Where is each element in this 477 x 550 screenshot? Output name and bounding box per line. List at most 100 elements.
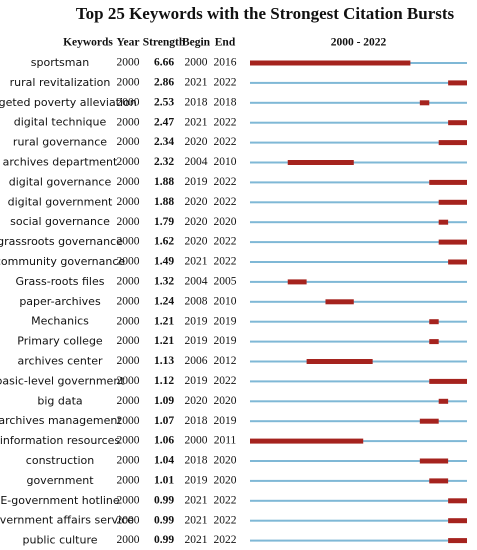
- year: 2000: [117, 355, 140, 367]
- strength: 2.53: [154, 96, 174, 108]
- year: 2000: [117, 196, 140, 208]
- keyword: rural revitalization: [10, 76, 111, 89]
- end: 2022: [214, 534, 237, 546]
- keyword: information resources: [0, 434, 120, 447]
- end: 2022: [214, 236, 237, 248]
- keyword: sportsman: [31, 56, 89, 69]
- keyword: rural governance: [13, 136, 107, 149]
- strength: 1.09: [154, 395, 174, 407]
- keyword: community governance: [0, 255, 125, 268]
- begin: 2000: [185, 57, 208, 69]
- strength: 1.24: [154, 295, 174, 307]
- timeline: [250, 400, 467, 403]
- burst-bar: [448, 120, 467, 126]
- end: 2022: [214, 196, 237, 208]
- end: 2019: [214, 335, 237, 347]
- keyword: targeted poverty alleviation: [0, 96, 137, 109]
- strength: 1.32: [154, 276, 174, 288]
- strength: 1.12: [154, 375, 174, 387]
- keyword: government affairs service: [0, 514, 134, 527]
- burst-bar: [429, 339, 439, 345]
- strength: 0.99: [154, 514, 174, 526]
- timeline: [250, 161, 467, 164]
- year: 2000: [117, 216, 140, 228]
- year: 2000: [117, 236, 140, 248]
- timeline: [250, 479, 467, 482]
- end: 2020: [214, 475, 237, 487]
- timeline: [250, 320, 467, 323]
- begin: 2021: [185, 256, 208, 268]
- end: 2020: [214, 216, 237, 228]
- keyword: Mechanics: [31, 315, 89, 328]
- burst-bar: [429, 179, 467, 185]
- burst-bar: [306, 359, 373, 364]
- timeline: [250, 380, 467, 383]
- column-header: Begin: [182, 37, 211, 49]
- begin: 2020: [185, 216, 208, 228]
- year: 2000: [117, 475, 140, 487]
- strength: 6.66: [154, 57, 174, 69]
- begin: 2018: [185, 455, 208, 467]
- begin: 2020: [185, 395, 208, 407]
- year: 2000: [117, 415, 140, 427]
- end: 2005: [214, 276, 237, 288]
- year: 2000: [117, 375, 140, 387]
- burst-bar: [448, 538, 467, 544]
- end: 2010: [214, 295, 237, 307]
- strength: 2.47: [154, 116, 174, 128]
- year: 2000: [117, 494, 140, 506]
- strength: 1.79: [154, 216, 174, 228]
- timeline: [250, 340, 467, 343]
- begin: 2020: [185, 136, 208, 148]
- keyword: digital technique: [14, 116, 107, 129]
- burst-bar: [448, 498, 467, 504]
- end: 2022: [214, 256, 237, 268]
- year: 2000: [117, 315, 140, 327]
- keyword: digital government: [8, 195, 113, 208]
- year: 2000: [117, 96, 140, 108]
- burst-bar: [448, 259, 467, 265]
- begin: 2018: [185, 415, 208, 427]
- year: 2000: [117, 57, 140, 69]
- timeline: [250, 499, 467, 502]
- year: 2000: [117, 435, 140, 447]
- strength: 1.01: [154, 475, 174, 487]
- end: 2018: [214, 96, 237, 108]
- strength: 1.88: [154, 196, 174, 208]
- end: 2022: [214, 116, 237, 128]
- strength: 1.62: [154, 236, 174, 248]
- burst-bar: [419, 418, 439, 424]
- strength: 1.07: [154, 415, 174, 427]
- keyword: big data: [37, 394, 82, 407]
- keyword: archives management: [0, 414, 122, 427]
- year: 2000: [117, 514, 140, 526]
- timeline: [250, 539, 467, 542]
- timeline: [250, 81, 467, 84]
- year: 2000: [117, 455, 140, 467]
- burst-bar: [438, 219, 449, 225]
- year: 2000: [117, 77, 140, 89]
- column-header: Year: [117, 37, 140, 49]
- year: 2000: [117, 395, 140, 407]
- begin: 2000: [185, 435, 208, 447]
- begin: 2021: [185, 534, 208, 546]
- keyword: archives center: [18, 355, 103, 368]
- keyword: grassroots governance: [0, 235, 123, 248]
- end: 2022: [214, 77, 237, 89]
- column-header: End: [215, 37, 236, 49]
- strength: 2.34: [154, 136, 174, 148]
- timeline: [250, 141, 467, 144]
- burst-bar: [438, 199, 467, 205]
- burst-bar: [287, 160, 354, 165]
- begin: 2020: [185, 236, 208, 248]
- burst-bar: [250, 438, 364, 444]
- strength: 1.04: [154, 455, 174, 467]
- timeline: [250, 460, 467, 462]
- keyword: Grass-roots files: [16, 275, 105, 288]
- timeline: [250, 181, 467, 184]
- begin: 2004: [185, 156, 208, 168]
- begin: 2019: [185, 176, 208, 188]
- strength: 0.99: [154, 534, 174, 546]
- begin: 2021: [185, 77, 208, 89]
- begin: 2018: [185, 96, 208, 108]
